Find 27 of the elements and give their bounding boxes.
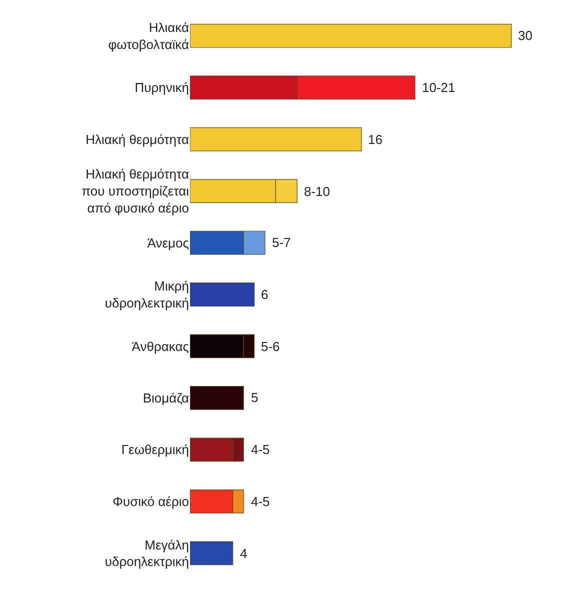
data-label: 16 xyxy=(368,132,382,147)
data-label: 30 xyxy=(518,28,532,43)
y-tick-label: Μεγάλη υδροηλεκτρική xyxy=(104,537,189,570)
y-tick-label: Βιομάζα xyxy=(142,390,190,406)
bar xyxy=(190,127,362,152)
data-label: 4 xyxy=(240,546,248,561)
data-label: 6 xyxy=(261,287,268,302)
y-tick-label: Πυρηνική xyxy=(134,80,189,96)
y-tick-label: Φυσικό αέριο xyxy=(112,494,189,509)
bar xyxy=(190,282,255,306)
y-tick-label: Ηλιακή θερμότητα που υποστηρίζεται από φυσικό αέριο xyxy=(82,166,190,216)
data-label: 5-7 xyxy=(272,235,291,250)
bar xyxy=(190,541,234,566)
data-label: 4-5 xyxy=(251,442,270,457)
bar xyxy=(190,24,512,48)
data-label: 8-10 xyxy=(304,184,330,199)
data-label: 5-6 xyxy=(261,339,280,354)
y-tick-label: Γεωθερμική xyxy=(121,442,189,458)
y-tick-label: Άνθρακας xyxy=(132,338,189,354)
data-label: 4-5 xyxy=(251,494,270,509)
y-tick-label: Ηλιακά φωτοβολταϊκά xyxy=(108,20,190,52)
data-label: 10-21 xyxy=(422,80,456,95)
y-tick-label: Μικρή υδροηλεκτρική xyxy=(104,278,189,310)
bar xyxy=(190,386,244,410)
y-tick-label: Άνεμος xyxy=(147,235,189,250)
y-tick-label: Ηλιακή θερμότητα xyxy=(86,132,190,147)
data-label: 5 xyxy=(251,390,258,405)
